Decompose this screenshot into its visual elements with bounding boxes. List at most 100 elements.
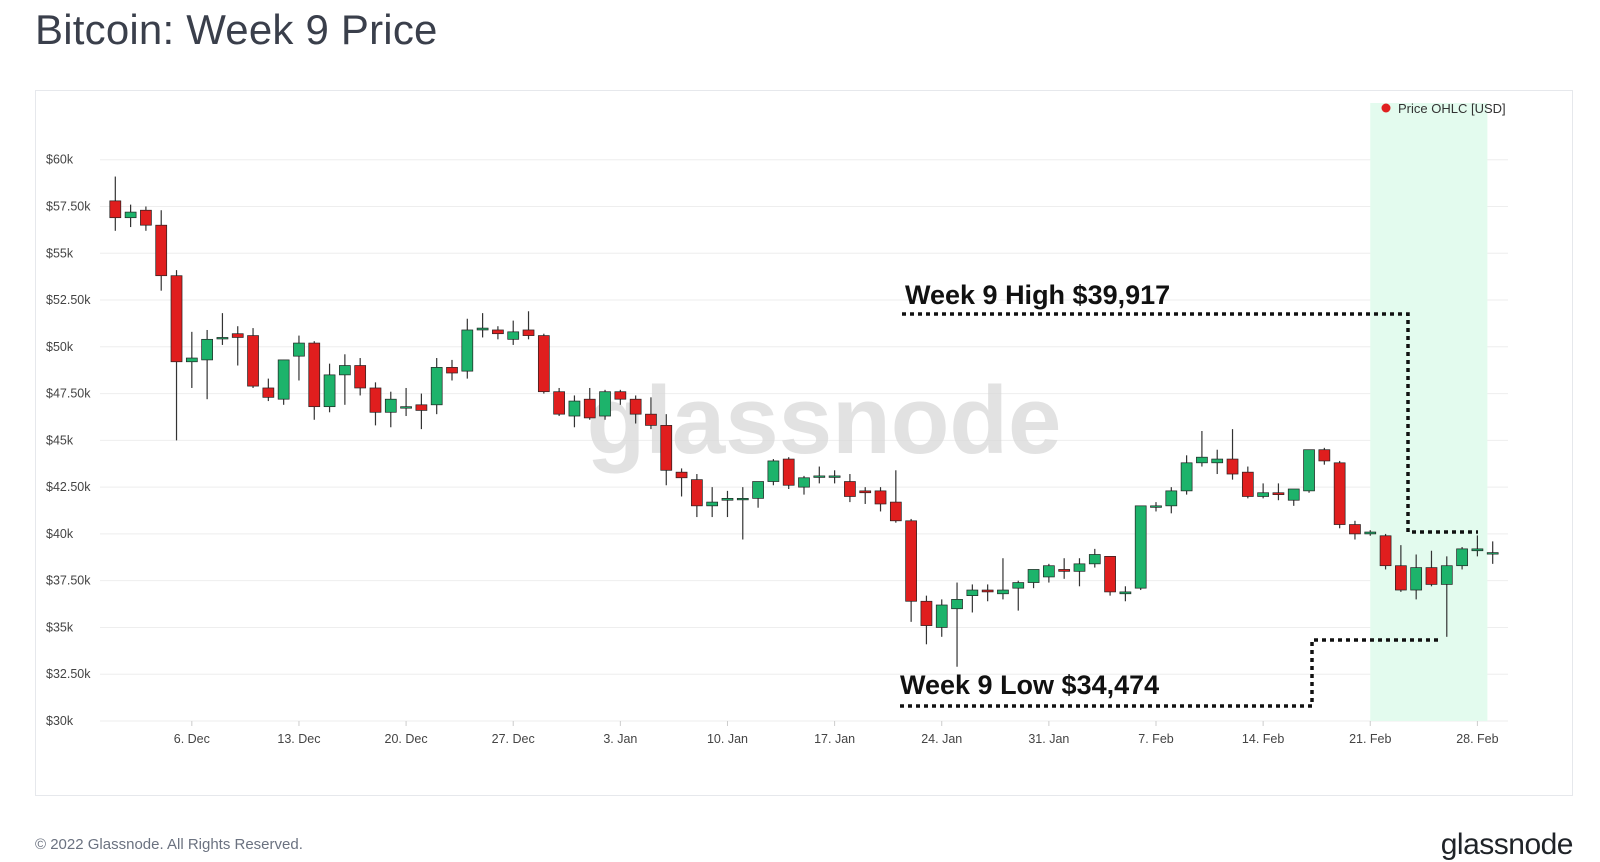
candlestick-chart[interactable]: glassnode $30k $32.50k $35k $37.50k $40k $42.… (36, 91, 1572, 795)
candle (1012, 580, 1025, 611)
candle-body (446, 367, 458, 374)
candle-body (1287, 488, 1300, 501)
candle-body (140, 209, 152, 226)
annotations: Week 9 High $39,917 Week 9 Low $34,474 (900, 280, 1478, 708)
candle-body (798, 477, 810, 488)
watermark: glassnode (587, 367, 1062, 474)
candle-body (369, 387, 382, 413)
candle (1043, 563, 1055, 583)
candle-body (323, 374, 336, 408)
copyright-notice: © 2022 Glassnode. All Rights Reserved. (35, 836, 303, 853)
candle (660, 414, 673, 486)
candle-body (1333, 462, 1346, 525)
candle (476, 313, 489, 338)
candle-body (1180, 462, 1193, 492)
candle-body (1241, 471, 1254, 497)
candle (629, 395, 642, 424)
candle-body (293, 342, 305, 357)
candle (339, 354, 351, 405)
candle-body (629, 398, 642, 415)
candle-body (583, 398, 596, 419)
candle-body (1486, 552, 1499, 555)
candle (920, 595, 933, 645)
candle-body (1272, 492, 1285, 495)
candle-body (905, 520, 917, 602)
x-tick-label: 27. Dec (492, 732, 535, 746)
x-tick-label: 10. Jan (707, 732, 748, 746)
y-tick-label: $32.50k (46, 667, 91, 681)
candle-body (813, 475, 826, 478)
candle (430, 358, 443, 415)
candle-body (920, 600, 933, 626)
candle-body (262, 387, 275, 398)
candle-body (782, 458, 795, 486)
candle (201, 329, 213, 400)
candle-body (124, 211, 137, 219)
candle (216, 313, 229, 345)
candle (752, 481, 764, 508)
x-tick-label: 17. Jan (814, 732, 855, 746)
candle-body (1211, 458, 1224, 464)
candle (1349, 520, 1361, 540)
candle-body (170, 275, 183, 363)
y-tick-label: $47.50k (46, 387, 91, 401)
candle-body (384, 398, 397, 413)
candle-body (1027, 569, 1040, 583)
candle (384, 391, 397, 428)
candle-body (308, 342, 321, 408)
candle-body (721, 498, 734, 501)
candle (1287, 488, 1300, 506)
y-tick-label: $57.50k (46, 199, 91, 213)
x-tick-label: 14. Feb (1242, 732, 1284, 746)
candle (262, 378, 275, 402)
candle-body (660, 425, 673, 471)
candle-body (935, 604, 948, 628)
y-tick-label: $45k (46, 433, 74, 447)
candle (997, 558, 1009, 600)
candle-body (216, 337, 229, 340)
candle-body (201, 338, 213, 361)
candle (124, 204, 137, 228)
candle (1241, 466, 1254, 499)
candle-body (767, 460, 780, 482)
candle (1226, 429, 1239, 480)
candle-body (430, 367, 443, 406)
candle (568, 395, 581, 428)
candle-body (1395, 565, 1407, 591)
candle (492, 326, 504, 340)
candle (231, 326, 244, 366)
candle (1440, 556, 1453, 637)
candle (1395, 545, 1407, 592)
y-tick-label: $35k (46, 620, 74, 634)
candle-body (339, 365, 351, 376)
candle (1486, 541, 1499, 564)
candle (675, 468, 688, 497)
candle (981, 584, 994, 602)
candle (1257, 483, 1269, 499)
legend[interactable]: Price OHLC [USD] (1381, 101, 1506, 116)
candle (170, 270, 183, 441)
candle-body (1196, 456, 1208, 464)
x-tick-label: 20. Dec (385, 732, 428, 746)
candle-body (1425, 567, 1438, 585)
candle (828, 470, 841, 484)
x-tick-label: 21. Feb (1349, 732, 1391, 746)
candle (1165, 487, 1178, 514)
candle (1088, 548, 1101, 568)
candle-body (951, 599, 963, 610)
candle (1456, 547, 1468, 570)
candle-body (1104, 556, 1116, 593)
candle (1471, 535, 1484, 557)
candle (1058, 558, 1071, 579)
candle-body (522, 329, 535, 336)
candle-body (752, 481, 764, 499)
candle-body (1440, 565, 1453, 585)
candle (966, 584, 979, 613)
x-tick-label: 6. Dec (174, 732, 210, 746)
candle (583, 387, 596, 420)
candle-body (1303, 449, 1315, 492)
candle (1104, 556, 1116, 596)
candle-body (1058, 569, 1071, 572)
x-tick-label: 28. Feb (1456, 732, 1498, 746)
candle-body (966, 589, 979, 596)
